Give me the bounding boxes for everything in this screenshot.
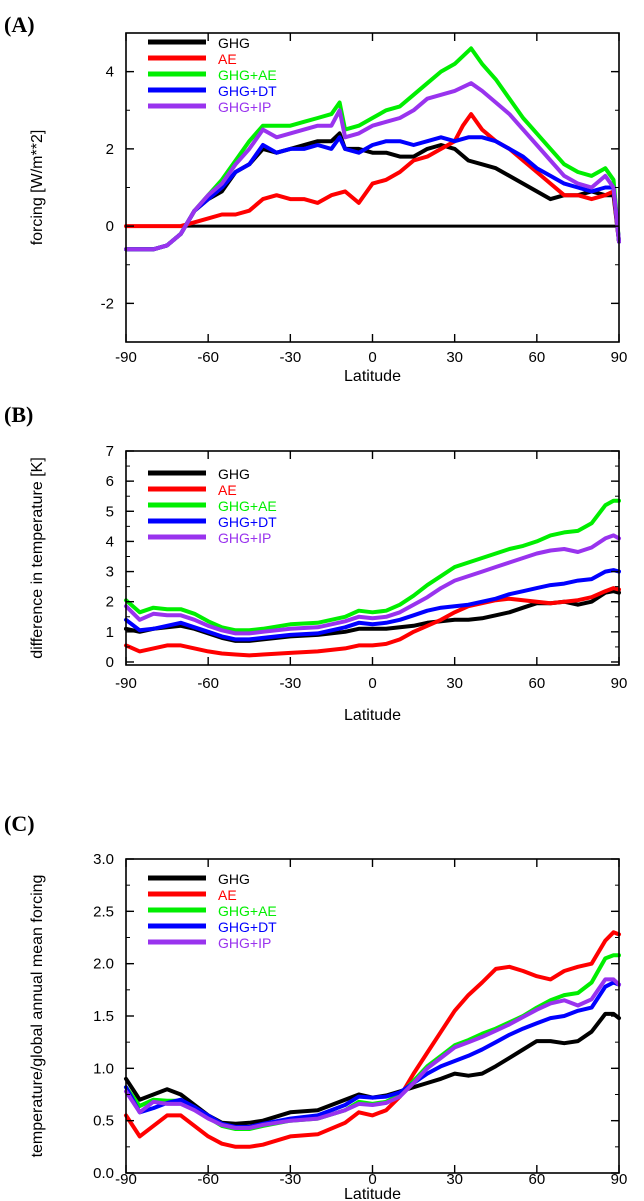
- series-line-ghg: [124, 131, 621, 252]
- x-tick-label: 60: [528, 1171, 545, 1188]
- legend-label: GHG: [218, 466, 250, 482]
- x-tick-label: 90: [611, 349, 628, 366]
- y-axis-label: forcing [W/m**2]: [29, 130, 46, 246]
- x-tick-label: 90: [611, 1171, 628, 1188]
- series-line-ghg-ip: [124, 533, 621, 636]
- plot-frame: [125, 32, 620, 343]
- y-tick-label: 2.5: [93, 903, 114, 920]
- series-line-ghg-dt: [124, 568, 621, 642]
- panel-label: (B): [4, 402, 33, 427]
- x-tick-label: -90: [115, 1171, 137, 1188]
- x-tick-label: 30: [446, 349, 463, 366]
- panel-label: (A): [4, 12, 35, 37]
- y-tick-label: 0: [106, 654, 114, 671]
- x-tick-label: -90: [115, 349, 137, 366]
- legend-label: GHG+AE: [218, 498, 277, 514]
- y-tick-label: 3.0: [93, 851, 114, 868]
- legend-label: GHG+DT: [218, 514, 277, 530]
- x-tick-label: 0: [368, 349, 376, 366]
- y-tick-label: 7: [106, 443, 114, 460]
- legend-label: GHG+DT: [218, 83, 277, 99]
- legend-label: GHG+IP: [218, 935, 271, 951]
- y-tick-label: 5: [106, 503, 114, 520]
- y-tick-label: 3: [106, 564, 114, 581]
- series-line-ghg-dt: [124, 135, 621, 252]
- y-tick-label: 2.0: [93, 956, 114, 973]
- legend-label: GHG+IP: [218, 530, 271, 546]
- plot-frame: [125, 450, 620, 666]
- x-tick-label: 30: [446, 675, 463, 692]
- y-axis-label: temperature/global annual mean forcing: [29, 875, 46, 1158]
- y-tick-label: 2: [106, 594, 114, 611]
- x-tick-label: -60: [197, 349, 219, 366]
- x-tick-label: -30: [279, 675, 301, 692]
- legend-label: GHG+IP: [218, 99, 271, 115]
- legend-label: AE: [218, 887, 237, 903]
- y-axis-label: difference in temperature [K]: [29, 457, 46, 659]
- x-tick-label: -90: [115, 675, 137, 692]
- series-line-ghg-dt: [124, 980, 621, 1129]
- x-axis-label: Latitude: [344, 707, 401, 724]
- y-tick-label: 6: [106, 473, 114, 490]
- x-tick-label: -30: [279, 1171, 301, 1188]
- x-tick-label: 90: [611, 675, 628, 692]
- x-axis-label: Latitude: [344, 1186, 401, 1201]
- legend-label: GHG+AE: [218, 67, 277, 83]
- y-tick-label: 0: [106, 218, 114, 235]
- series-line-ghg-ae: [124, 498, 621, 633]
- legend-label: GHG+AE: [218, 903, 277, 919]
- series-line-ae: [124, 586, 621, 658]
- panel-label: (C): [4, 811, 35, 836]
- legend-label: GHG+DT: [218, 919, 277, 935]
- x-tick-label: 60: [528, 675, 545, 692]
- y-tick-label: 2: [106, 141, 114, 158]
- y-tick-label: 0.5: [93, 1113, 114, 1130]
- y-tick-label: 4: [106, 64, 114, 81]
- x-tick-label: 60: [528, 349, 545, 366]
- y-tick-label: 1: [106, 624, 114, 641]
- x-tick-label: -30: [279, 349, 301, 366]
- x-tick-label: 0: [368, 1171, 376, 1188]
- series-line-ghg-ip: [124, 977, 621, 1130]
- legend-label: AE: [218, 482, 237, 498]
- y-tick-label: 1.0: [93, 1060, 114, 1077]
- x-axis-label: Latitude: [344, 368, 401, 385]
- x-tick-label: 30: [446, 1171, 463, 1188]
- legend-label: GHG: [218, 35, 250, 51]
- series-line-ghg-ip: [124, 81, 621, 252]
- y-tick-label: 0.0: [93, 1165, 114, 1182]
- y-tick-label: 4: [106, 533, 114, 550]
- y-tick-label: -2: [101, 295, 114, 312]
- series-line-ghg-ae: [124, 46, 621, 252]
- y-tick-label: 1.5: [93, 1008, 114, 1025]
- x-tick-label: -60: [197, 675, 219, 692]
- series-line-ghg: [124, 1011, 621, 1126]
- series-line-ae: [124, 112, 621, 244]
- legend-label: GHG: [218, 871, 250, 887]
- x-tick-label: -60: [197, 1171, 219, 1188]
- plot-frame: [125, 858, 620, 1174]
- x-tick-label: 0: [368, 675, 376, 692]
- legend-label: AE: [218, 51, 237, 67]
